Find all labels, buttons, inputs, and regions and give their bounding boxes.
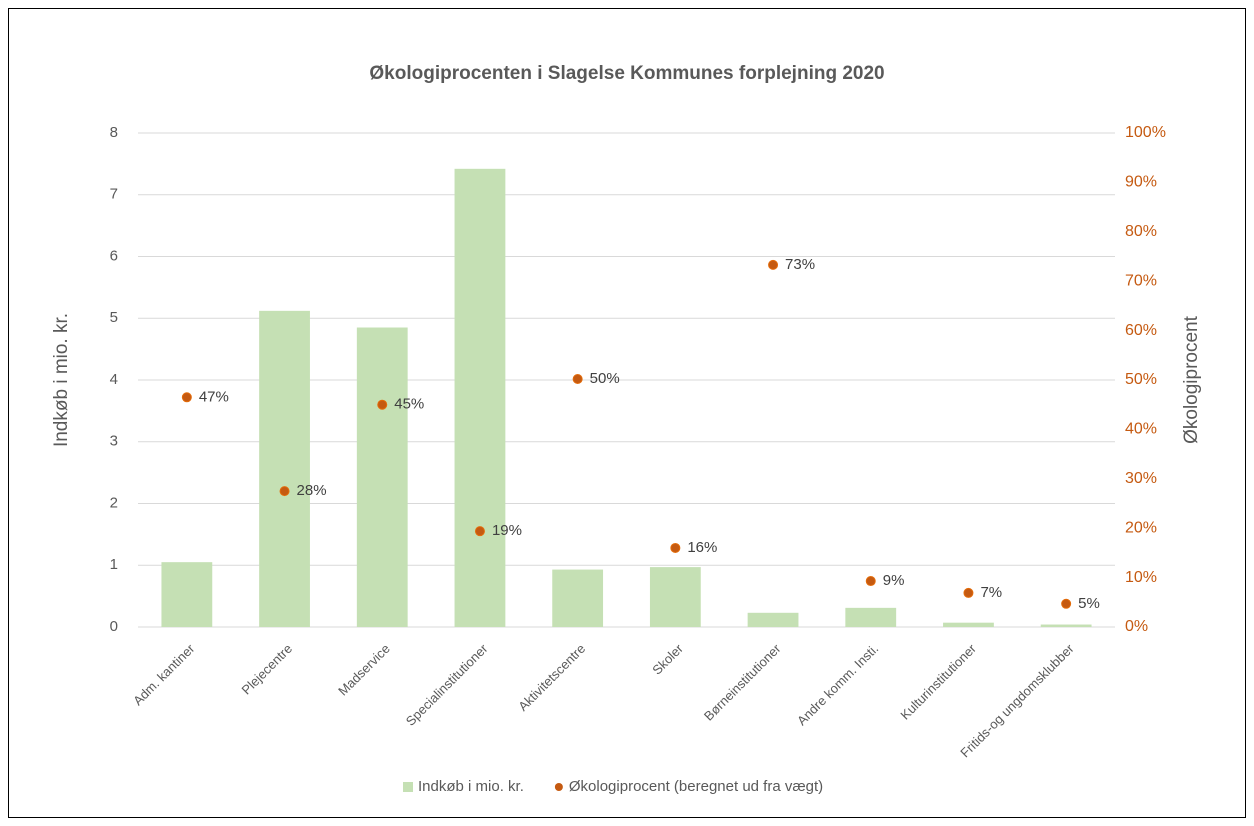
legend-swatch (554, 783, 563, 791)
legend-label: Indkøb i mio. kr. (418, 778, 524, 795)
dot (1061, 598, 1072, 609)
y-tick-label: 0 (110, 618, 118, 635)
dot (963, 587, 974, 598)
y2-tick-label: 30% (1125, 470, 1157, 487)
chart-frame (8, 8, 1246, 818)
y-tick-label: 4 (110, 371, 118, 388)
dot (377, 399, 388, 410)
bar (1040, 624, 1092, 627)
legend-label: Økologiprocent (beregnet ud fra vægt) (569, 778, 823, 795)
data-label: 50% (590, 370, 620, 387)
dot (670, 542, 681, 553)
dot (279, 486, 290, 497)
y-axis-label: Indkøb i mio. kr. (51, 313, 72, 447)
dot (181, 392, 192, 403)
data-label: 28% (297, 482, 327, 499)
y-tick-label: 3 (110, 433, 118, 450)
data-label: 16% (687, 539, 717, 556)
y2-tick-label: 40% (1125, 421, 1157, 438)
y-tick-label: 5 (110, 309, 118, 326)
y2-tick-label: 90% (1125, 174, 1157, 191)
y2-axis-label: Økologiprocent (1181, 315, 1202, 444)
y2-tick-label: 50% (1125, 371, 1157, 388)
y-tick-label: 2 (110, 494, 118, 511)
y2-tick-label: 20% (1125, 519, 1157, 536)
legend-swatch (403, 782, 413, 792)
dot (768, 259, 779, 270)
y2-tick-label: 100% (1125, 124, 1166, 141)
bar (356, 327, 408, 627)
bar (747, 612, 799, 627)
bar (161, 562, 213, 627)
y2-tick-label: 70% (1125, 272, 1157, 289)
dot (474, 526, 485, 537)
y2-tick-label: 60% (1125, 322, 1157, 339)
y2-tick-label: 10% (1125, 569, 1157, 586)
data-label: 7% (980, 584, 1002, 601)
bar (259, 310, 310, 627)
y-tick-label: 8 (110, 124, 118, 141)
data-label: 45% (394, 396, 424, 413)
y-tick-label: 1 (110, 556, 118, 573)
y-tick-label: 6 (110, 247, 118, 264)
data-label: 73% (785, 256, 815, 273)
data-label: 19% (492, 522, 522, 539)
bar (454, 168, 506, 627)
y-tick-label: 7 (110, 186, 118, 203)
bar (845, 607, 897, 627)
bar (943, 622, 994, 627)
dot (865, 576, 876, 587)
dot (572, 374, 583, 385)
y2-tick-label: 0% (1125, 618, 1148, 635)
data-label: 5% (1078, 595, 1100, 612)
data-label: 9% (883, 572, 905, 589)
chart-title: Økologiprocenten i Slagelse Kommunes for… (369, 63, 884, 84)
bar (649, 567, 701, 627)
bar (552, 569, 604, 627)
y2-tick-label: 80% (1125, 223, 1157, 240)
data-label: 47% (199, 388, 229, 405)
